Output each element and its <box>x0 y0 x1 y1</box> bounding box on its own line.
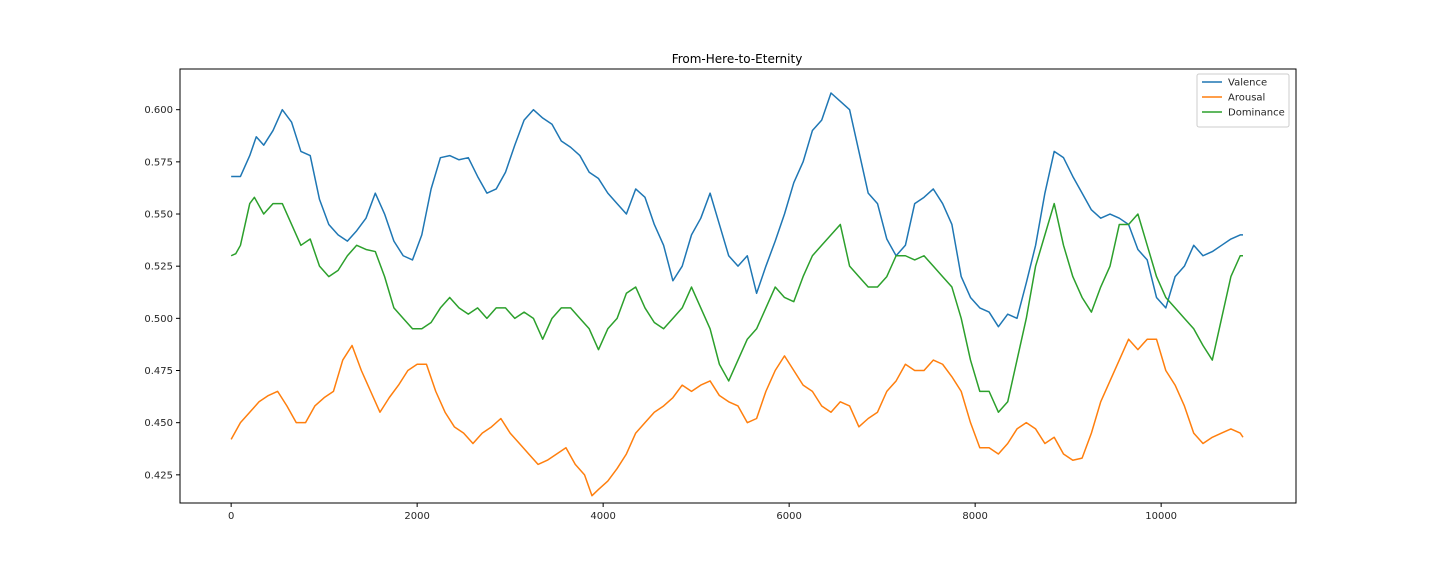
x-tick-label: 0 <box>228 511 234 522</box>
y-tick-label: 0.450 <box>144 418 173 429</box>
legend-label-dominance: Dominance <box>1228 108 1285 119</box>
y-tick-label: 0.575 <box>144 157 173 168</box>
x-tick-label: 10000 <box>1145 511 1177 522</box>
y-axis: 0.425 0.450 0.475 0.500 0.525 0.550 0.575 0.600 <box>144 105 180 481</box>
y-tick-label: 0.550 <box>144 210 173 221</box>
x-tick-label: 4000 <box>590 511 615 522</box>
legend-label-arousal: Arousal <box>1228 93 1265 104</box>
plot-frame <box>179 68 1297 504</box>
series-line-dominance <box>230 196 1243 413</box>
legend-box <box>1196 73 1290 128</box>
series-line-valence <box>231 92 1243 328</box>
y-tick-label: 0.500 <box>144 314 173 325</box>
y-tick-label: 0.525 <box>144 262 173 273</box>
series-line-arousal <box>230 338 1244 497</box>
x-tick-label: 6000 <box>776 511 801 522</box>
x-tick-label: 2000 <box>404 511 429 522</box>
y-tick-label: 0.475 <box>144 366 173 377</box>
x-tick-label: 8000 <box>962 511 987 522</box>
legend: Valence Arousal Dominance <box>1196 73 1290 128</box>
y-tick-label: 0.600 <box>144 105 173 116</box>
series-layer <box>230 92 1244 497</box>
chart-title: From-Here-to-Eternity <box>672 52 803 66</box>
x-axis: 0 2000 4000 6000 8000 10000 <box>228 503 1177 522</box>
y-tick-label: 0.425 <box>144 470 173 481</box>
legend-label-valence: Valence <box>1228 78 1267 89</box>
